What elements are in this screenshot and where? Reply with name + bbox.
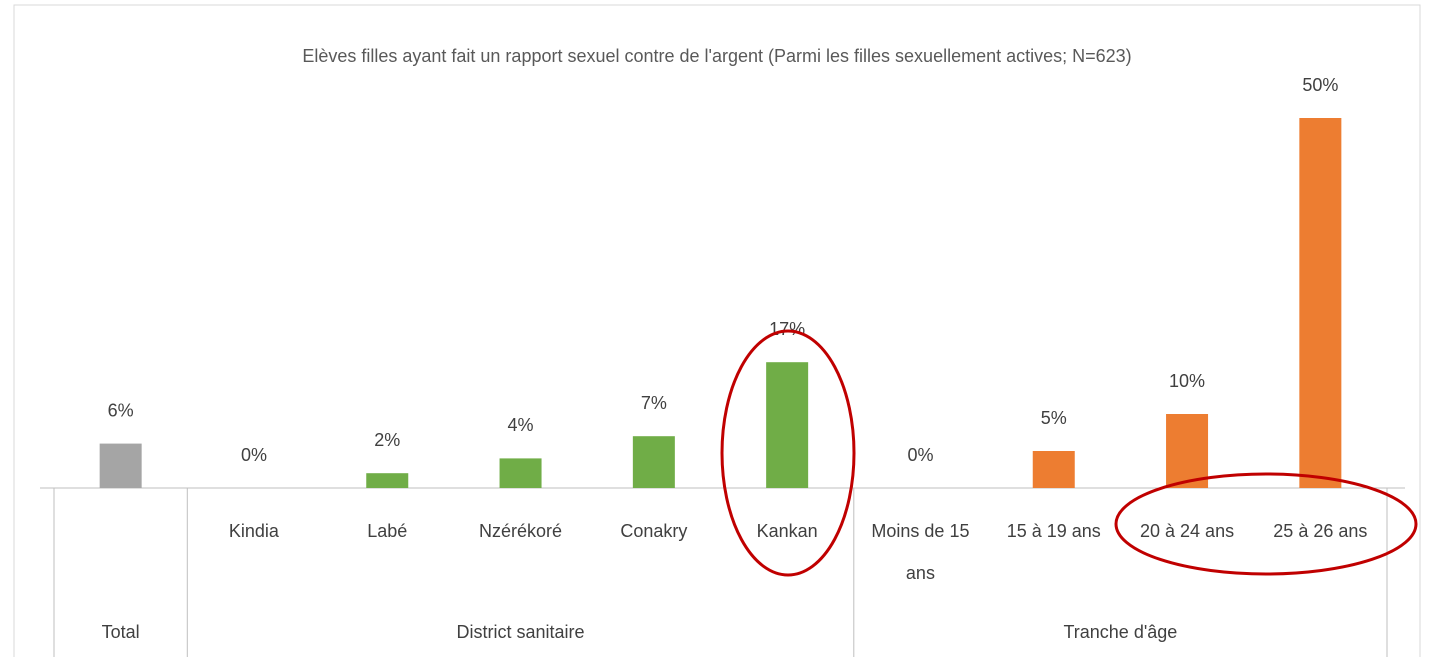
bar xyxy=(1032,451,1075,488)
value-label: 2% xyxy=(374,430,400,450)
category-label: Kindia xyxy=(228,521,279,541)
category-label: Kankan xyxy=(756,521,818,541)
category-label: 20 à 24 ans xyxy=(1140,521,1235,541)
bar xyxy=(499,458,542,488)
value-label: 0% xyxy=(241,445,267,465)
category-label: Labé xyxy=(367,521,408,541)
group-label: District sanitaire xyxy=(456,622,585,642)
group-label: Total xyxy=(101,622,140,642)
category-label: Nzérékoré xyxy=(479,521,563,541)
value-label: 6% xyxy=(108,400,134,420)
value-label: 5% xyxy=(1041,408,1067,428)
category-label: 25 à 26 ans xyxy=(1273,521,1368,541)
value-label: 17% xyxy=(769,319,805,339)
plot: 6% 0% 2% 4% 7% 17% 0% 5% 10% 50% xyxy=(40,75,1405,657)
bar xyxy=(1299,118,1342,488)
bar xyxy=(632,436,675,488)
group-label: Tranche d'âge xyxy=(1063,622,1178,642)
value-label: 50% xyxy=(1302,75,1338,95)
value-label: 4% xyxy=(508,415,534,435)
chart-title: Elèves filles ayant fait un rapport sexu… xyxy=(302,46,1131,66)
value-label: 0% xyxy=(907,445,933,465)
highlight-ellipse xyxy=(1114,472,1418,576)
bar xyxy=(1166,414,1209,488)
value-label: 7% xyxy=(641,393,667,413)
bar xyxy=(99,443,142,488)
category-label: 15 à 19 ans xyxy=(1006,521,1101,541)
bar xyxy=(366,473,409,488)
value-label: 10% xyxy=(1169,371,1205,391)
category-label: Moins de 15 ans xyxy=(871,521,970,583)
chart-border xyxy=(13,4,1421,657)
category-label: Conakry xyxy=(620,521,688,541)
highlight-ellipse xyxy=(720,329,856,577)
bar xyxy=(766,362,809,488)
